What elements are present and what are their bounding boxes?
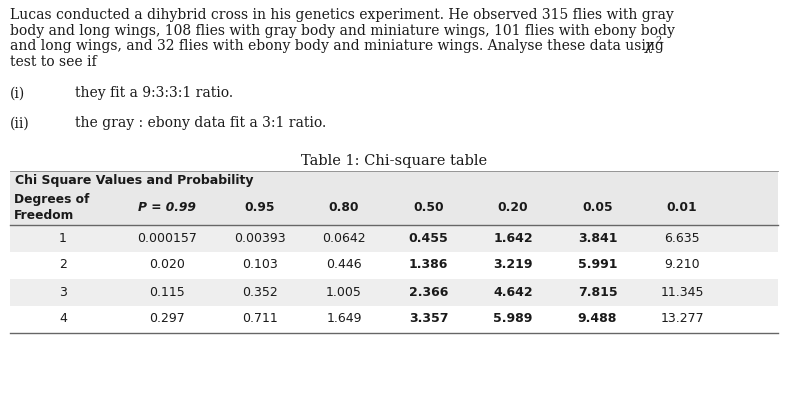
Text: (i): (i) — [10, 87, 25, 100]
Text: 1.649: 1.649 — [326, 313, 362, 326]
Text: 0.297: 0.297 — [149, 313, 184, 326]
Text: (ii): (ii) — [10, 117, 30, 130]
Text: 1: 1 — [59, 232, 67, 245]
Text: 5.991: 5.991 — [578, 258, 617, 272]
Text: 0.0642: 0.0642 — [322, 232, 366, 245]
Bar — [10, 191, 778, 224]
Text: 0.446: 0.446 — [326, 258, 362, 272]
Bar — [10, 306, 778, 332]
Bar — [10, 171, 778, 191]
Text: 0.115: 0.115 — [149, 285, 184, 298]
Text: 0.000157: 0.000157 — [137, 232, 197, 245]
Text: 0.103: 0.103 — [242, 258, 277, 272]
Text: 4: 4 — [59, 313, 67, 326]
Text: 1.005: 1.005 — [326, 285, 362, 298]
Bar — [10, 252, 778, 278]
Bar — [10, 171, 778, 332]
Text: test to see if: test to see if — [10, 54, 97, 69]
Text: χ: χ — [645, 39, 653, 53]
Text: 1.386: 1.386 — [409, 258, 448, 272]
Bar — [10, 224, 778, 252]
Text: 0.020: 0.020 — [149, 258, 184, 272]
Text: Degrees of
Freedom: Degrees of Freedom — [14, 193, 89, 222]
Text: 0.05: 0.05 — [582, 201, 613, 214]
Text: 2.366: 2.366 — [409, 285, 448, 298]
Bar — [10, 278, 778, 306]
Text: 3.219: 3.219 — [493, 258, 533, 272]
Text: 0.50: 0.50 — [413, 201, 444, 214]
Text: Table 1: Chi-square table: Table 1: Chi-square table — [301, 155, 487, 168]
Text: 3.357: 3.357 — [409, 313, 448, 326]
Text: body and long wings, 108 flies with gray body and miniature wings, 101 flies wit: body and long wings, 108 flies with gray… — [10, 23, 675, 38]
Text: 7.815: 7.815 — [578, 285, 617, 298]
Text: 0.01: 0.01 — [667, 201, 697, 214]
Text: 0.455: 0.455 — [409, 232, 448, 245]
Text: 2: 2 — [655, 36, 661, 45]
Text: 5.989: 5.989 — [493, 313, 533, 326]
Text: 0.711: 0.711 — [242, 313, 277, 326]
Text: 13.277: 13.277 — [660, 313, 704, 326]
Text: 3.841: 3.841 — [578, 232, 617, 245]
Text: Lucas conducted a dihybrid cross in his genetics experiment. He observed 315 fli: Lucas conducted a dihybrid cross in his … — [10, 8, 674, 22]
Text: 0.20: 0.20 — [498, 201, 528, 214]
Text: 3: 3 — [59, 285, 67, 298]
Text: P = 0.99: P = 0.99 — [138, 201, 195, 214]
Text: 0.95: 0.95 — [244, 201, 275, 214]
Text: 11.345: 11.345 — [660, 285, 704, 298]
Text: 4.642: 4.642 — [493, 285, 533, 298]
Text: 0.00393: 0.00393 — [234, 232, 285, 245]
Text: and long wings, and 32 flies with ebony body and miniature wings. Analyse these : and long wings, and 32 flies with ebony … — [10, 39, 668, 53]
Text: 6.635: 6.635 — [664, 232, 700, 245]
Text: 0.352: 0.352 — [242, 285, 277, 298]
Text: 9.210: 9.210 — [664, 258, 700, 272]
Text: 9.488: 9.488 — [578, 313, 617, 326]
Text: 1.642: 1.642 — [493, 232, 533, 245]
Text: they fit a 9:3:3:1 ratio.: they fit a 9:3:3:1 ratio. — [75, 87, 233, 100]
Text: 2: 2 — [59, 258, 67, 272]
Text: 0.80: 0.80 — [329, 201, 359, 214]
Text: the gray : ebony data fit a 3:1 ratio.: the gray : ebony data fit a 3:1 ratio. — [75, 117, 326, 130]
Text: Chi Square Values and Probability: Chi Square Values and Probability — [15, 174, 254, 187]
